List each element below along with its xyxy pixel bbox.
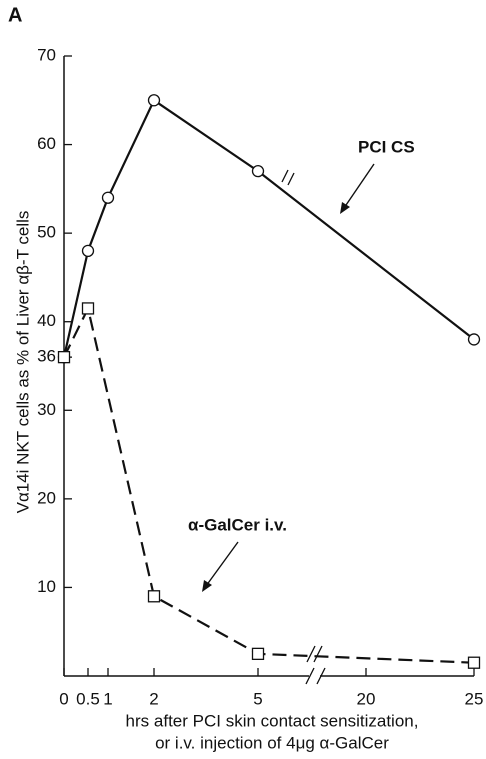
- point: [251, 647, 265, 661]
- y-tick-label: 20: [37, 488, 56, 507]
- line-break: [281, 169, 295, 186]
- y-tick-label: 30: [37, 400, 56, 419]
- point: [147, 590, 161, 603]
- annotation: α-GalCer i.v.: [188, 515, 287, 534]
- y-tick-label: 40: [37, 311, 56, 330]
- panel-label: A: [8, 4, 22, 26]
- annotation: PCI CS: [358, 137, 415, 156]
- x-tick-label: 25: [465, 689, 484, 708]
- y-tick-label: 10: [37, 577, 56, 596]
- series-line: [63, 305, 475, 664]
- point: [467, 656, 481, 669]
- axis-break: [305, 645, 326, 685]
- x-tick-label: 5: [253, 689, 262, 708]
- point: [81, 302, 95, 315]
- y-tick-label: 50: [37, 223, 56, 242]
- x-tick-label: 20: [357, 689, 376, 708]
- point: [147, 94, 161, 107]
- point: [81, 244, 95, 258]
- y-tick-label: 60: [37, 134, 56, 153]
- x-tick-label: 0.5: [76, 689, 100, 708]
- point: [57, 350, 71, 364]
- y-tick-label: 36: [37, 347, 56, 366]
- annotation-arrow: [202, 163, 375, 592]
- point: [101, 191, 115, 204]
- point: [467, 333, 481, 346]
- x-tick-label: 2: [149, 689, 158, 708]
- y-tick-label: 70: [37, 45, 56, 64]
- series-line: [62, 98, 475, 358]
- x-axis-label: or i.v. injection of 4μg α-GalCer: [155, 733, 389, 752]
- x-tick-label: 1: [103, 689, 112, 708]
- point: [251, 164, 265, 178]
- x-tick-label: 0: [59, 689, 68, 708]
- x-axis-label: hrs after PCI skin contact sensitization…: [126, 711, 419, 730]
- y-axis-label: Vα14i NKT cells as % of Liver αβ-T cells: [13, 211, 32, 514]
